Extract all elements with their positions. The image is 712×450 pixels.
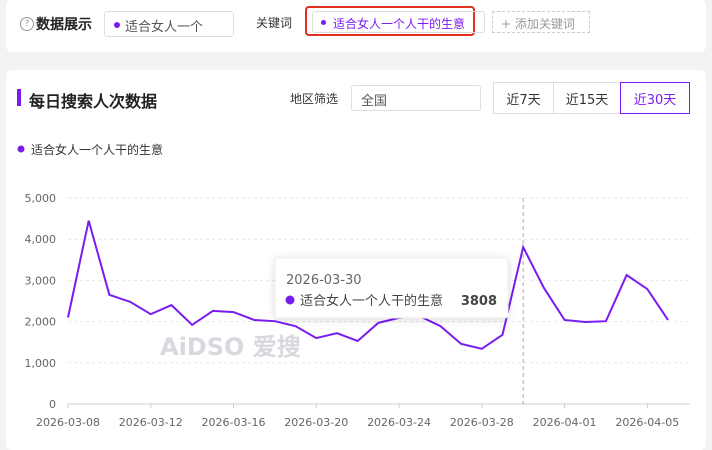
keyword-tag-text: 适合女人一个人干的生意 [333,17,466,31]
y-tick-label: 3,000 [25,274,57,287]
watermark: AiDSO 爱搜 [160,333,301,361]
tooltip-date: 2026-03-30 [286,273,362,288]
y-tick-label: 1,000 [25,357,57,370]
legend-label: 适合女人一个人干的生意 [31,142,163,157]
region-select[interactable]: 全国 [351,85,481,111]
tooltip: 2026-03-30 适合女人一个人干的生意 3808 [274,257,509,319]
region-label: 地区筛选 [290,92,339,106]
keyword-tag[interactable]: 适合女人一个人干的生意 [312,11,485,33]
x-tick-label: 2026-03-16 [202,416,266,429]
add-keyword[interactable]: + 添加关键词 [492,11,590,33]
panel-title: 每日搜索人次数据 [29,92,158,111]
x-tick-label: 2026-03-12 [119,416,183,429]
y-tick-label: 5,000 [25,192,57,205]
keyword-label: 关键词 [256,16,293,30]
x-tick-label: 2026-03-28 [450,416,514,429]
x-tick-label: 2026-03-20 [284,416,348,429]
section-label: 数据展示 [36,17,92,33]
select-value: 适合女人一个 [125,20,204,35]
tooltip-value: 3808 [461,294,497,309]
help-icon: ? [20,17,34,31]
x-tick-label: 2026-04-05 [615,416,679,429]
x-tick-label: 2026-04-01 [533,416,597,429]
tooltip-series: 适合女人一个人干的生意 [300,293,443,309]
y-tick-label: 2,000 [25,316,57,329]
keyword-select[interactable]: 适合女人一个 [104,11,234,37]
title-accent [17,89,21,106]
x-tick-label: 2026-03-08 [36,416,100,429]
legend-marker [17,145,25,153]
y-tick-label: 4,000 [25,233,57,246]
highlight-box [305,6,475,36]
y-tick-label: 0 [49,398,56,411]
x-tick-label: 2026-03-24 [367,416,431,429]
range-button[interactable]: 近30天 [620,82,690,114]
tooltip-box [274,257,509,319]
tooltip-marker [285,295,295,305]
line-series [67,220,669,350]
